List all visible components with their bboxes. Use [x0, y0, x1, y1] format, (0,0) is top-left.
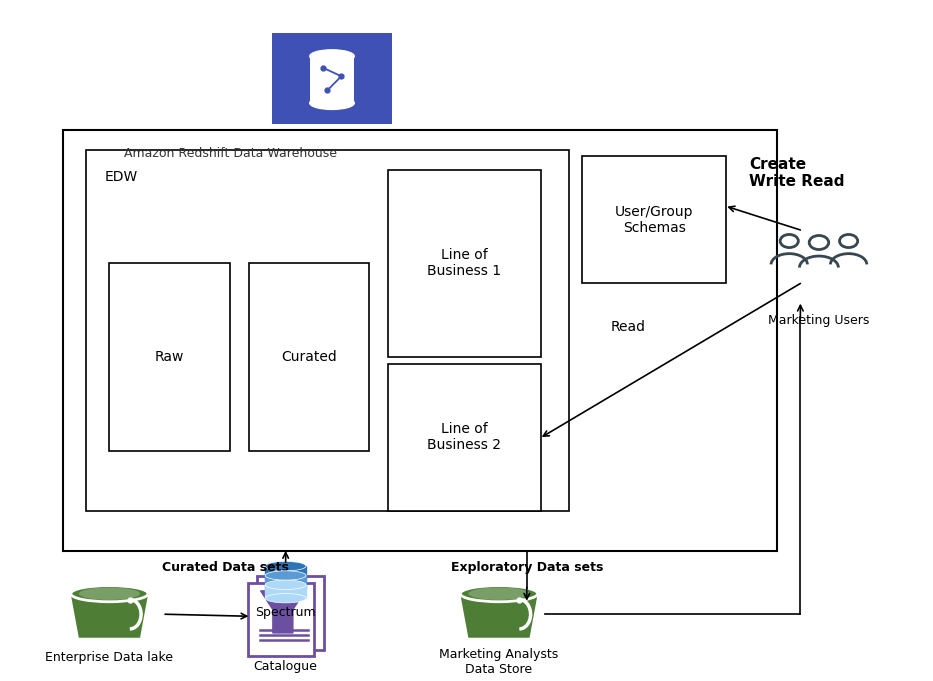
Text: Exploratory Data sets: Exploratory Data sets [451, 561, 603, 574]
Text: Curated: Curated [281, 350, 337, 364]
Ellipse shape [468, 588, 530, 600]
Bar [265, 585, 306, 598]
Text: EDW: EDW [104, 170, 138, 183]
Bar [109, 264, 230, 451]
Bar [388, 364, 541, 511]
Bar [265, 566, 306, 580]
Ellipse shape [78, 588, 140, 600]
Ellipse shape [265, 561, 306, 571]
Bar [582, 157, 726, 283]
Polygon shape [460, 594, 537, 638]
Text: Marketing Users: Marketing Users [768, 314, 870, 327]
Bar [257, 576, 324, 650]
Polygon shape [71, 594, 148, 638]
Ellipse shape [265, 571, 306, 580]
Ellipse shape [265, 575, 306, 584]
Text: Raw: Raw [155, 350, 185, 364]
Ellipse shape [460, 586, 537, 602]
Polygon shape [260, 591, 305, 633]
Bar [248, 264, 369, 451]
Text: Line of
Business 1: Line of Business 1 [427, 249, 501, 279]
Ellipse shape [71, 586, 148, 602]
Text: Read: Read [610, 320, 646, 334]
Bar [86, 150, 568, 511]
Text: Create
Write Read: Create Write Read [749, 157, 845, 189]
Ellipse shape [265, 594, 306, 603]
Bar [247, 583, 314, 656]
Bar [310, 57, 355, 103]
Text: Curated Data sets: Curated Data sets [162, 561, 289, 574]
Ellipse shape [265, 580, 306, 590]
Text: Amazon Redshift Data Warehouse: Amazon Redshift Data Warehouse [123, 146, 337, 159]
Bar [265, 575, 306, 589]
Bar [388, 170, 541, 357]
Text: Spectrum: Spectrum [256, 606, 316, 620]
Ellipse shape [310, 97, 355, 110]
Text: Line of
Business 2: Line of Business 2 [427, 422, 501, 452]
Bar [272, 33, 392, 124]
Bar [63, 130, 777, 551]
Ellipse shape [310, 50, 355, 63]
Text: User/Group
Schemas: User/Group Schemas [615, 205, 693, 235]
Text: Marketing Analysts
Data Store: Marketing Analysts Data Store [439, 648, 559, 676]
Text: Catalogue: Catalogue [254, 660, 317, 673]
Ellipse shape [265, 584, 306, 594]
Text: Enterprise Data lake: Enterprise Data lake [46, 651, 174, 664]
